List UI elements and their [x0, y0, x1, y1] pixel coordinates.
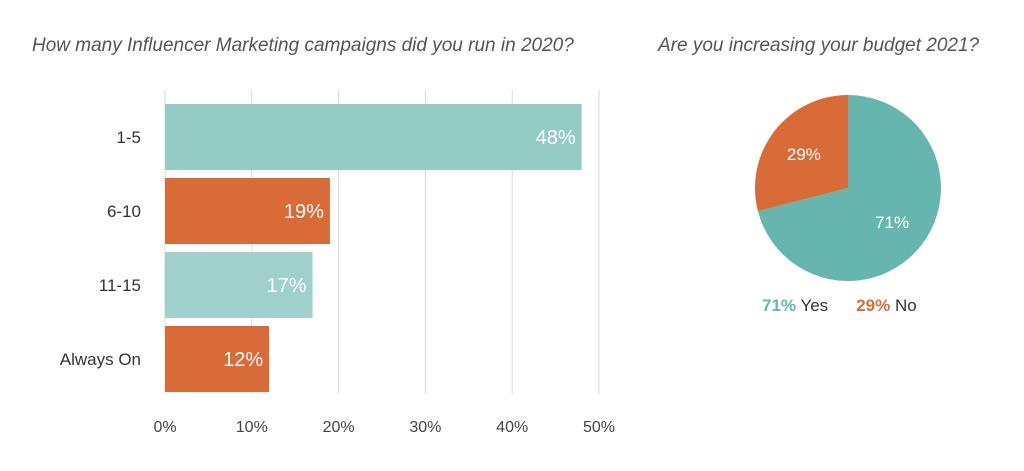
- bar-value-label: 48%: [536, 127, 576, 149]
- bar: [165, 252, 313, 318]
- pie-value-label: 71%: [875, 213, 909, 232]
- pie-slice: [755, 95, 848, 212]
- bar-value-label: 17%: [267, 275, 307, 297]
- bar-chart-title: How many Influencer Marketing campaigns …: [32, 35, 574, 56]
- pie-value-label: 29%: [787, 145, 821, 164]
- bar: [165, 326, 270, 392]
- x-tick-label: 0%: [153, 419, 176, 436]
- x-tick-label: 10%: [236, 419, 268, 436]
- legend-item: 29% No: [856, 296, 917, 315]
- bar-value-label: 19%: [284, 201, 324, 223]
- bar: [165, 178, 330, 244]
- pie-slice: [757, 95, 942, 281]
- category-label: Always On: [60, 350, 141, 369]
- x-tick-label: 30%: [409, 419, 441, 436]
- category-label: 11-15: [99, 276, 141, 295]
- bar-value-label: 12%: [223, 349, 263, 371]
- pie-chart-title: Are you increasing your budget 2021?: [658, 35, 980, 56]
- pie-legend: 71% Yes 29% No: [762, 296, 945, 316]
- legend-item: 71% Yes: [762, 296, 828, 315]
- legend-label: No: [890, 296, 917, 315]
- legend-label: Yes: [796, 296, 829, 315]
- bar: [165, 104, 582, 170]
- category-label: 1-5: [116, 128, 141, 147]
- category-label: 6-10: [107, 202, 141, 221]
- x-tick-label: 20%: [323, 419, 355, 436]
- legend-percent: 71%: [762, 296, 797, 315]
- x-tick-label: 50%: [583, 419, 615, 436]
- x-tick-label: 40%: [496, 419, 528, 436]
- legend-percent: 29%: [856, 296, 891, 315]
